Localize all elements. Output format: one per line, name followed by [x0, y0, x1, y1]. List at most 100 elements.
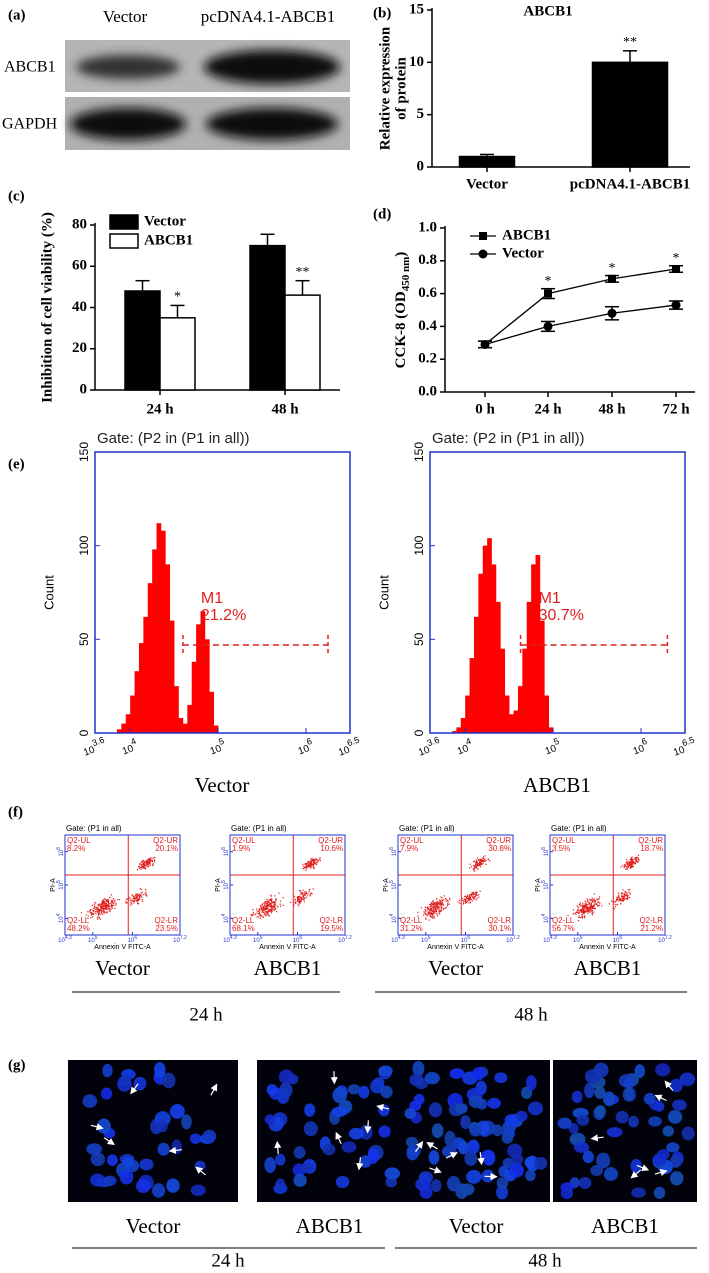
y-axis-label: Inhibition of cell viability (%) — [39, 212, 55, 403]
event-dot — [130, 901, 132, 903]
event-dot — [97, 913, 100, 916]
nucleus — [335, 1175, 350, 1189]
event-dot — [439, 904, 441, 906]
event-dot — [99, 908, 101, 911]
event-dot — [587, 904, 589, 906]
nucleus — [667, 1110, 683, 1124]
event-dot — [101, 902, 103, 905]
event-dot — [140, 861, 142, 863]
event-dot — [271, 905, 273, 908]
event-dot — [477, 868, 479, 870]
nucleus — [662, 1125, 675, 1137]
y-tick-label: 106 — [221, 847, 229, 857]
arrow — [590, 1134, 604, 1142]
arrow — [636, 1164, 650, 1171]
event-dot — [105, 903, 107, 905]
event-dot — [485, 860, 487, 862]
event-dot — [144, 867, 147, 869]
event-dot — [624, 896, 626, 898]
dot-plot: Gate: (P1 in all)Q2-UL3.5%Q2-UR18.7%Q2-L… — [535, 824, 672, 951]
event-dot — [141, 898, 143, 901]
event-dot — [99, 913, 101, 915]
nucleus — [507, 1143, 523, 1159]
event-dot — [475, 893, 477, 896]
tick-exponent: 6.5 — [346, 735, 361, 749]
event-dot — [432, 908, 435, 910]
event-dot — [587, 907, 589, 910]
event-dot — [468, 899, 470, 901]
event-dot — [87, 917, 89, 919]
event-dot — [581, 911, 583, 913]
event-dot — [300, 891, 302, 893]
event-dot — [273, 904, 275, 906]
x-tick-label: 107.2 — [658, 935, 672, 943]
event-dot — [93, 912, 95, 915]
event-dot — [101, 905, 103, 907]
tick-base: 10 — [224, 882, 230, 889]
caption: ABCB1 — [254, 956, 322, 980]
event-dot — [427, 907, 429, 909]
event-dot — [139, 888, 141, 890]
nucleus — [194, 1160, 206, 1172]
event-dot — [125, 901, 127, 903]
event-dot — [91, 914, 93, 916]
event-dot — [94, 908, 97, 910]
event-dot — [97, 904, 99, 906]
event-dot — [314, 863, 317, 865]
event-dot — [585, 901, 587, 903]
arrow — [210, 1083, 218, 1096]
line — [484, 268, 677, 345]
event-dot — [475, 865, 478, 867]
event-dot — [417, 915, 419, 917]
event-dot — [468, 902, 470, 904]
event-dot — [626, 896, 629, 898]
event-dot — [125, 898, 127, 900]
gate-percent: 30.7% — [539, 607, 584, 624]
event-dot — [473, 896, 475, 898]
event-dot — [137, 895, 139, 897]
event-dot — [138, 865, 140, 868]
nucleus — [590, 1165, 603, 1176]
event-dot — [147, 863, 150, 865]
event-dot — [107, 905, 109, 907]
nucleus — [331, 1106, 348, 1117]
event-dot — [152, 857, 154, 859]
event-dot — [615, 900, 617, 902]
event-dot — [278, 892, 280, 894]
x-tick-label: 106.5 — [670, 735, 698, 758]
event-dot — [439, 911, 442, 913]
event-dot — [142, 859, 145, 862]
arrow — [103, 1137, 115, 1145]
event-dot — [440, 906, 442, 908]
histogram-bar — [130, 695, 135, 733]
event-dot — [438, 906, 440, 908]
event-dot — [632, 861, 634, 863]
event-dot — [107, 900, 110, 902]
y-axis-label: Count — [376, 575, 391, 610]
nucleus — [405, 1136, 419, 1148]
nucleus — [139, 1158, 154, 1171]
event-dot — [434, 908, 436, 910]
event-dot — [634, 862, 636, 864]
event-dot — [139, 895, 141, 897]
event-dot — [469, 902, 471, 904]
event-dot — [144, 861, 146, 863]
tick-exponent: 3.6 — [91, 735, 106, 749]
event-dot — [636, 857, 638, 859]
y-axis-label: PI-A — [50, 878, 57, 892]
event-dot — [468, 897, 470, 900]
event-dot — [262, 909, 264, 911]
event-dot — [592, 899, 594, 901]
histogram-bar — [509, 714, 514, 733]
event-dot — [591, 907, 594, 909]
event-dot — [299, 900, 301, 902]
event-dot — [98, 912, 100, 914]
event-dot — [89, 909, 92, 911]
dot-plot: Gate: (P1 in all)Q2-UL1.9%Q2-UR10.6%Q2-L… — [215, 824, 352, 951]
y-tick-label: 0.4 — [418, 318, 437, 334]
event-dot — [428, 912, 431, 915]
event-dot — [618, 895, 620, 898]
event-dot — [91, 909, 93, 911]
event-dot — [263, 908, 265, 910]
event-dot — [97, 908, 99, 910]
